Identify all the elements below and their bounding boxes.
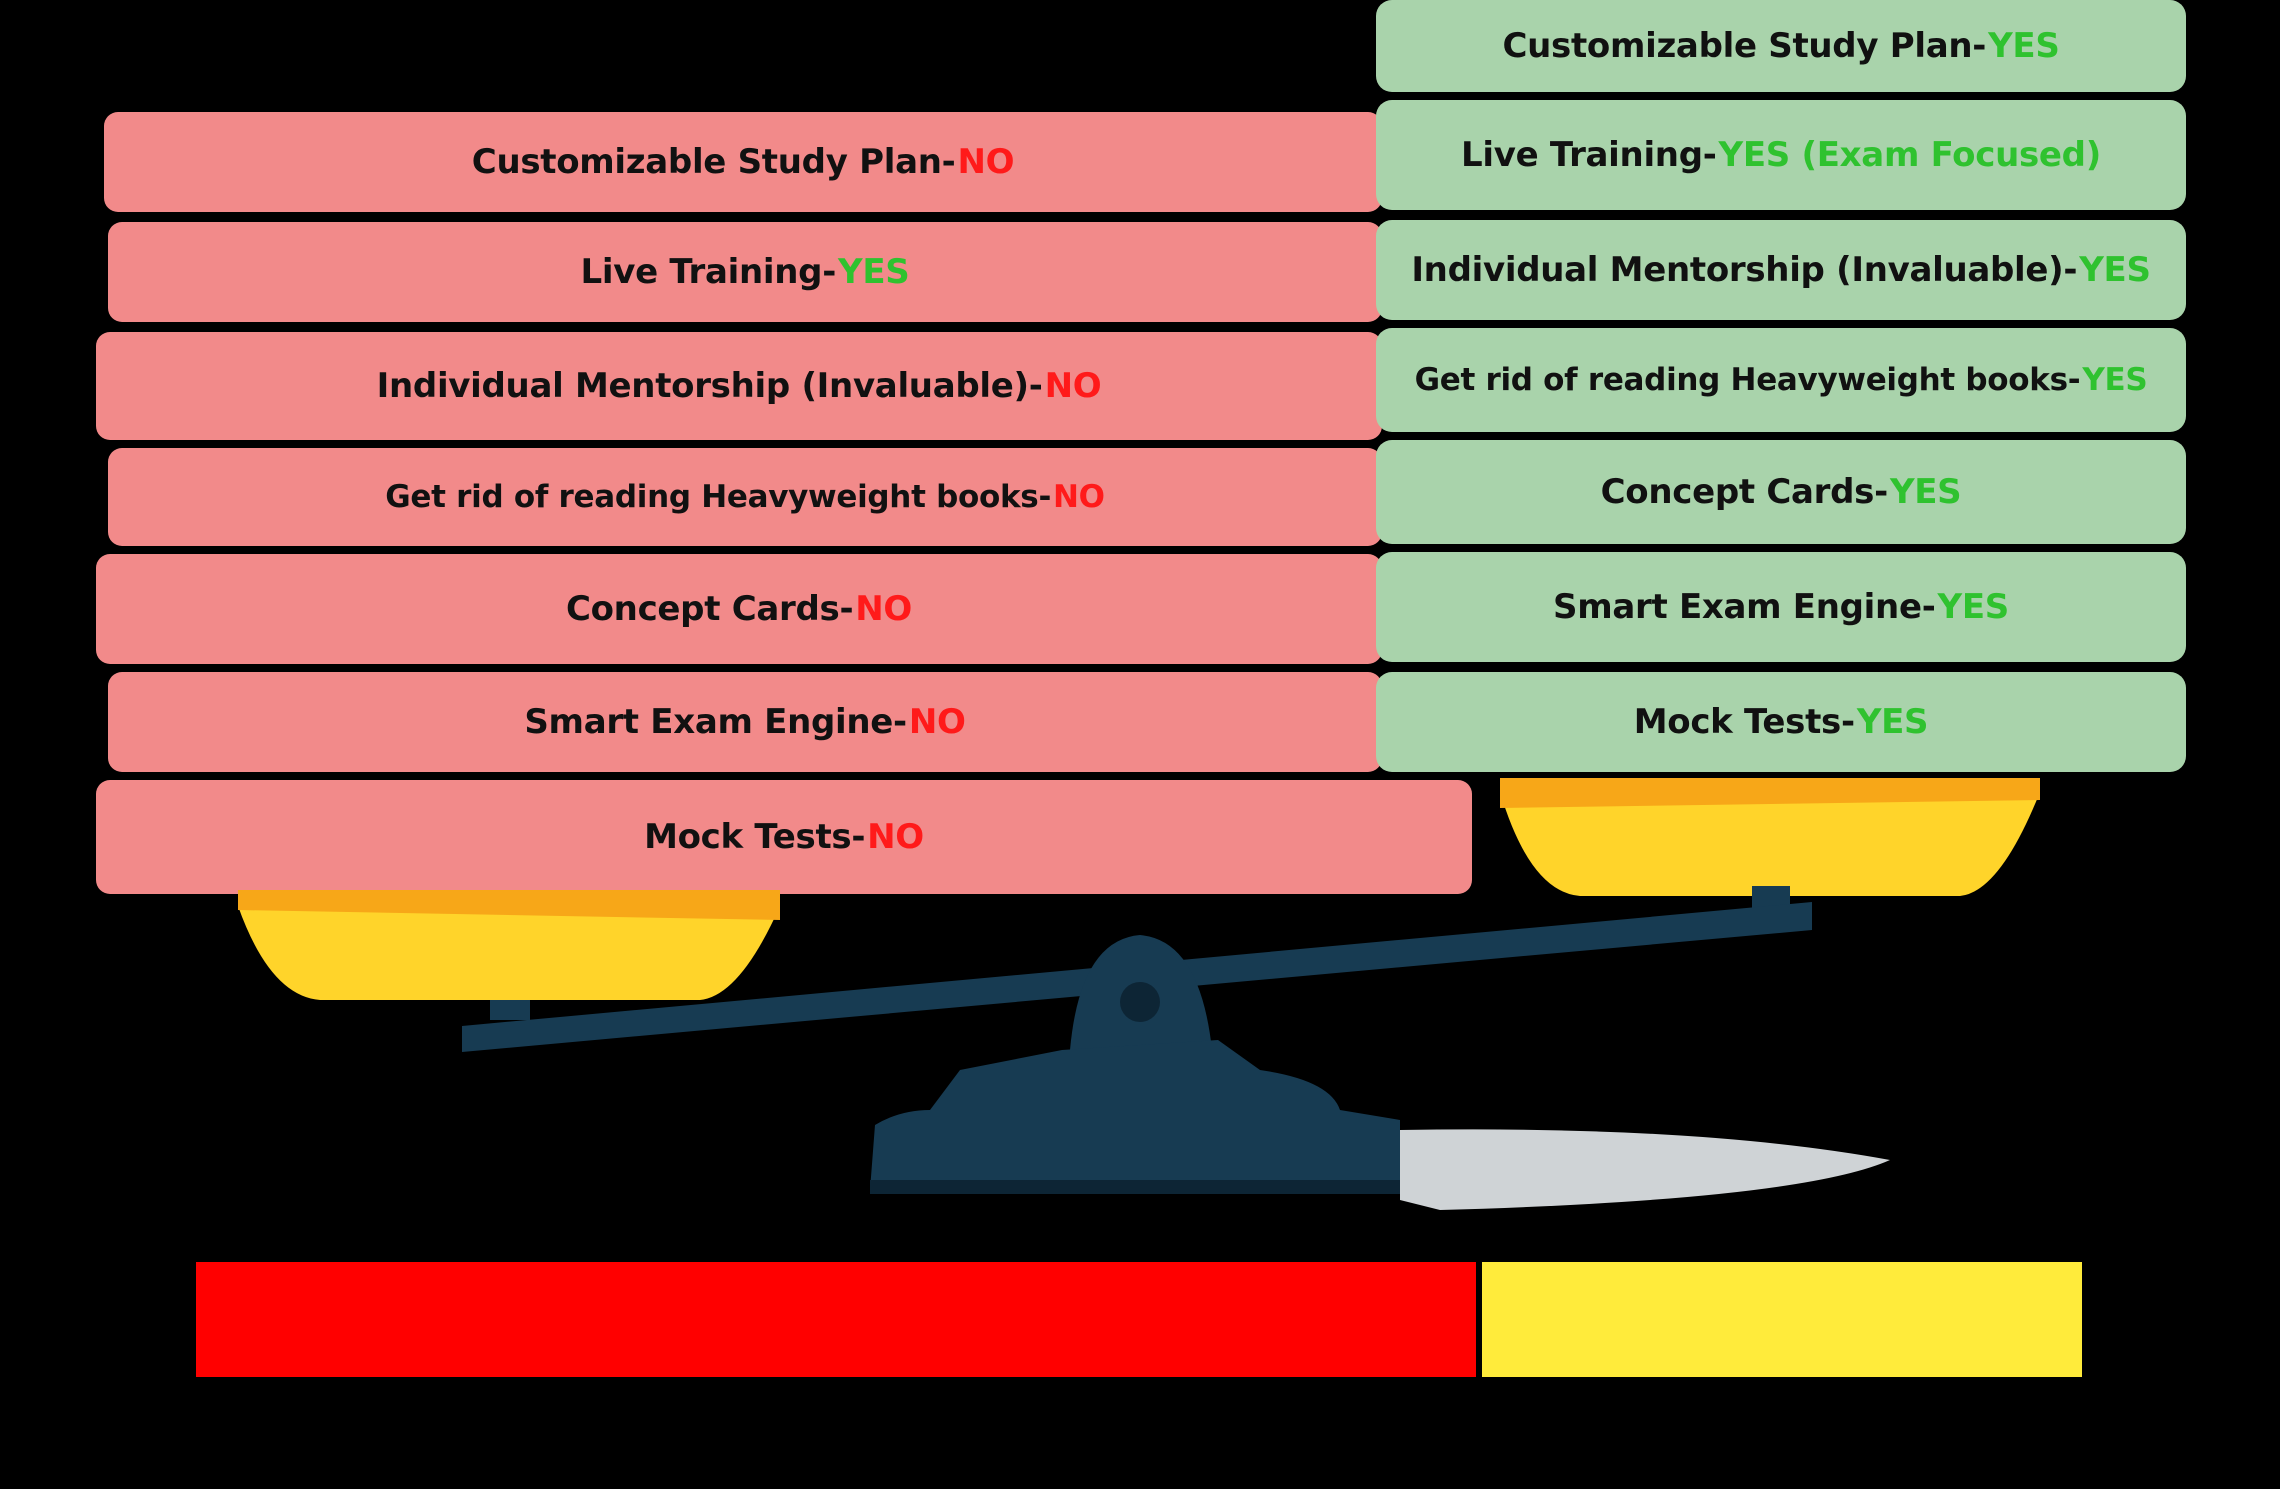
right-row-5: Concept Cards- YES xyxy=(1376,440,2186,544)
right-row-6-label: Smart Exam Engine- xyxy=(1553,587,1936,627)
right-row-7: Mock Tests- YES xyxy=(1376,672,2186,772)
scale-shadow xyxy=(1400,1129,1890,1210)
left-row-3-label: Individual Mentorship (Invaluable)- xyxy=(376,366,1043,406)
right-row-1-value: YES xyxy=(1988,26,2060,66)
right-row-7-label: Mock Tests- xyxy=(1633,702,1855,742)
right-row-4-value: YES xyxy=(2082,362,2148,398)
left-row-4-value: NO xyxy=(1053,479,1105,515)
left-row-6: Smart Exam Engine- NO xyxy=(108,672,1382,772)
right-row-6: Smart Exam Engine- YES xyxy=(1376,552,2186,662)
left-row-5-value: NO xyxy=(855,589,913,629)
right-row-2: Live Training- YES (Exam Focused) xyxy=(1376,100,2186,210)
right-row-2-label: Live Training- xyxy=(1461,135,1717,175)
left-row-6-value: NO xyxy=(908,702,966,742)
footer-left-banner xyxy=(196,1262,1476,1377)
left-row-6-label: Smart Exam Engine- xyxy=(524,702,907,742)
right-pan xyxy=(1500,778,2040,908)
right-row-2-value: YES (Exam Focused) xyxy=(1718,135,2102,175)
left-row-1-value: NO xyxy=(957,142,1015,182)
left-row-7: Mock Tests- NO xyxy=(96,780,1472,894)
right-row-1-label: Customizable Study Plan- xyxy=(1502,26,1987,66)
right-row-3-value: YES xyxy=(2079,250,2151,290)
left-row-4: Get rid of reading Heavyweight books- NO xyxy=(108,448,1382,546)
left-row-7-label: Mock Tests- xyxy=(644,817,866,857)
left-row-3-value: NO xyxy=(1044,366,1102,406)
left-row-2: Live Training- YES xyxy=(108,222,1382,322)
right-row-4-label: Get rid of reading Heavyweight books- xyxy=(1414,362,2081,398)
left-row-2-label: Live Training- xyxy=(580,252,837,292)
footer-right-banner xyxy=(1482,1262,2082,1377)
scale-pivot xyxy=(870,935,1400,1194)
right-row-3-label: Individual Mentorship (Invaluable)- xyxy=(1411,250,2078,290)
right-row-5-label: Concept Cards- xyxy=(1600,472,1889,512)
left-row-5: Concept Cards- NO xyxy=(96,554,1382,664)
left-row-1-label: Customizable Study Plan- xyxy=(471,142,956,182)
left-pan xyxy=(238,890,780,1020)
right-row-1: Customizable Study Plan- YES xyxy=(1376,0,2186,92)
left-row-1: Customizable Study Plan- NO xyxy=(104,112,1382,212)
right-row-4: Get rid of reading Heavyweight books- YE… xyxy=(1376,328,2186,432)
right-row-7-value: YES xyxy=(1856,702,1929,742)
right-row-6-value: YES xyxy=(1937,587,2010,627)
left-row-3: Individual Mentorship (Invaluable)- NO xyxy=(96,332,1382,440)
left-row-2-value: YES xyxy=(838,252,910,292)
left-row-5-label: Concept Cards- xyxy=(565,589,854,629)
right-row-5-value: YES xyxy=(1889,472,1962,512)
left-row-7-value: NO xyxy=(867,817,924,857)
right-row-3: Individual Mentorship (Invaluable)- YES xyxy=(1376,220,2186,320)
left-row-4-label: Get rid of reading Heavyweight books- xyxy=(385,479,1052,515)
